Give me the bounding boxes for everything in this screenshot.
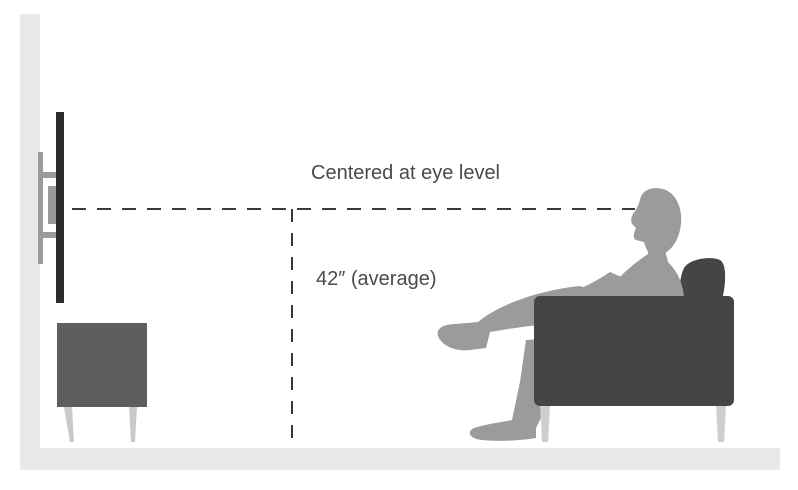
floor xyxy=(20,448,780,470)
tv xyxy=(56,112,64,303)
chair-back-cushion xyxy=(679,258,726,300)
armchair xyxy=(534,296,734,442)
wall-mount xyxy=(38,152,57,264)
height-label: 42″ (average) xyxy=(316,268,437,290)
media-cabinet xyxy=(57,323,147,442)
wall xyxy=(20,14,40,462)
eye-level-label: Centered at eye level xyxy=(311,162,501,184)
